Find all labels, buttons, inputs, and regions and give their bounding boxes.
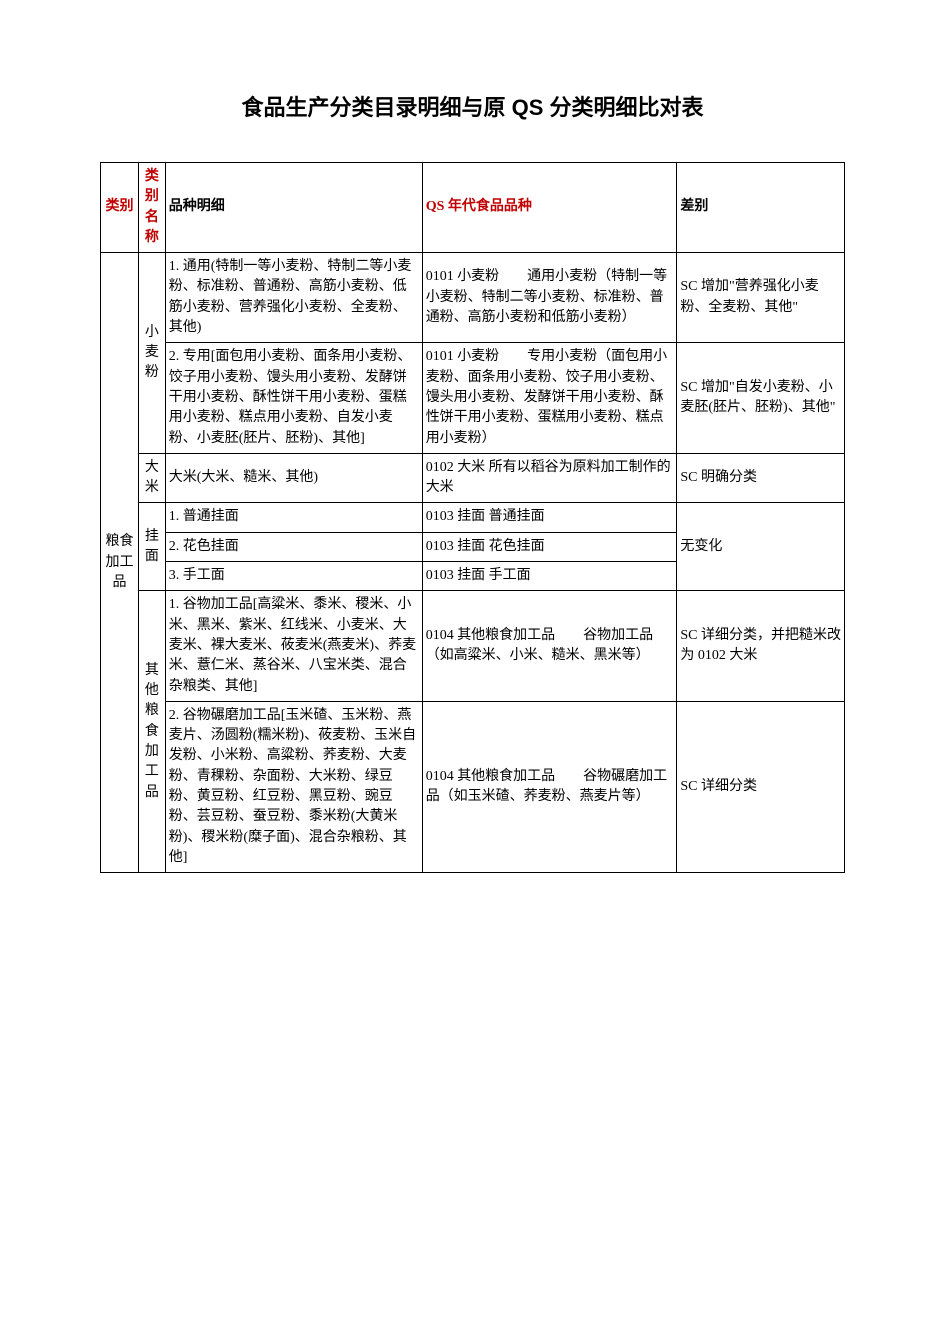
detail-cell: 2. 谷物碾磨加工品[玉米碴、玉米粉、燕麦片、汤圆粉(糯米粉)、莜麦粉、玉米自发… [165,701,422,872]
table-row: 粮食加工品 小麦粉 1. 通用(特制一等小麦粉、特制二等小麦粉、标准粉、普通粉、… [101,253,845,343]
table-row: 大米 大米(大米、糙米、其他) 0102 大米 所有以稻谷为原料加工制作的大米 … [101,453,845,503]
qs-cell: 0103 挂面 花色挂面 [422,532,677,561]
document-page: 食品生产分类目录明细与原 QS 分类明细比对表 类别 类别名称 品种明细 QS … [0,0,945,933]
detail-cell: 大米(大米、糙米、其他) [165,453,422,503]
qs-cell: 0101 小麦粉 通用小麦粉（特制一等小麦粉、特制二等小麦粉、标准粉、普通粉、高… [422,253,677,343]
subcat-rice: 大米 [138,453,165,503]
diff-cell: SC 详细分类 [677,701,845,872]
col-header-diff: 差别 [677,163,845,253]
qs-cell: 0104 其他粮食加工品 谷物碾磨加工品（如玉米碴、荞麦粉、燕麦片等） [422,701,677,872]
detail-cell: 3. 手工面 [165,562,422,591]
detail-cell: 2. 花色挂面 [165,532,422,561]
page-title: 食品生产分类目录明细与原 QS 分类明细比对表 [100,90,845,122]
detail-cell: 1. 通用(特制一等小麦粉、特制二等小麦粉、标准粉、普通粉、高筋小麦粉、低筋小麦… [165,253,422,343]
table-row: 挂面 1. 普通挂面 0103 挂面 普通挂面 无变化 [101,503,845,532]
comparison-table: 类别 类别名称 品种明细 QS 年代食品品种 差别 粮食加工品 小麦粉 1. 通… [100,162,845,873]
col-header-category: 类别 [101,163,139,253]
col-header-detail: 品种明细 [165,163,422,253]
table-row: 2. 谷物碾磨加工品[玉米碴、玉米粉、燕麦片、汤圆粉(糯米粉)、莜麦粉、玉米自发… [101,701,845,872]
diff-cell: SC 明确分类 [677,453,845,503]
header-row: 类别 类别名称 品种明细 QS 年代食品品种 差别 [101,163,845,253]
detail-cell: 2. 专用[面包用小麦粉、面条用小麦粉、饺子用小麦粉、馒头用小麦粉、发酵饼干用小… [165,343,422,453]
table-row: 2. 专用[面包用小麦粉、面条用小麦粉、饺子用小麦粉、馒头用小麦粉、发酵饼干用小… [101,343,845,453]
diff-cell: 无变化 [677,503,845,591]
col-header-subname: 类别名称 [138,163,165,253]
subcat-wheat: 小麦粉 [138,253,165,454]
qs-cell: 0102 大米 所有以稻谷为原料加工制作的大米 [422,453,677,503]
table-row: 其他粮食加工品 1. 谷物加工品[高粱米、黍米、稷米、小米、黑米、紫米、红线米、… [101,591,845,701]
category-cell: 粮食加工品 [101,253,139,873]
col-header-qs: QS 年代食品品种 [422,163,677,253]
diff-cell: SC 增加"营养强化小麦粉、全麦粉、其他" [677,253,845,343]
subcat-other: 其他粮食加工品 [138,591,165,873]
qs-cell: 0103 挂面 手工面 [422,562,677,591]
subcat-noodle: 挂面 [138,503,165,591]
diff-cell: SC 详细分类，并把糙米改为 0102 大米 [677,591,845,701]
detail-cell: 1. 谷物加工品[高粱米、黍米、稷米、小米、黑米、紫米、红线米、小麦米、大麦米、… [165,591,422,701]
diff-cell: SC 增加"自发小麦粉、小麦胚(胚片、胚粉)、其他" [677,343,845,453]
qs-cell: 0103 挂面 普通挂面 [422,503,677,532]
qs-cell: 0101 小麦粉 专用小麦粉（面包用小麦粉、面条用小麦粉、饺子用小麦粉、馒头用小… [422,343,677,453]
qs-cell: 0104 其他粮食加工品 谷物加工品（如高粱米、小米、糙米、黑米等） [422,591,677,701]
detail-cell: 1. 普通挂面 [165,503,422,532]
